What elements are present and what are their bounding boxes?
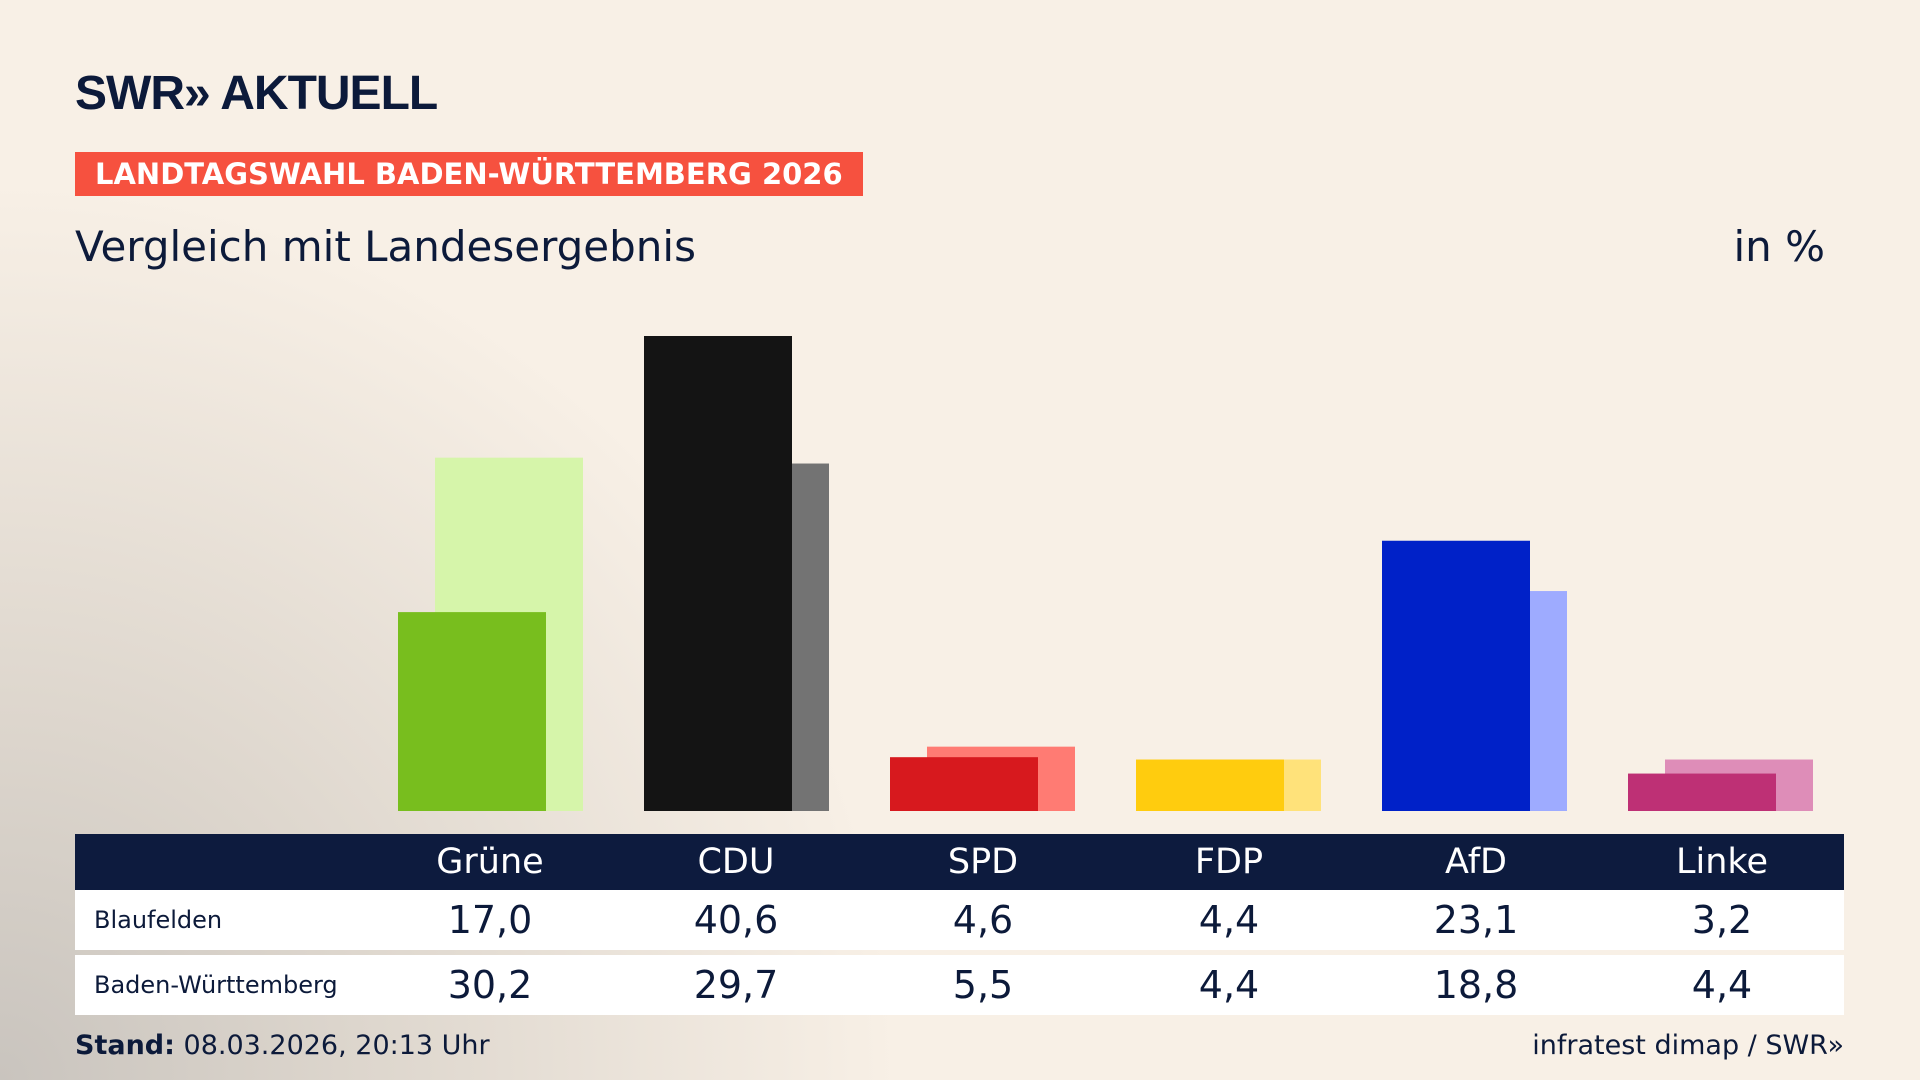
stand-value: 08.03.2026, 20:13 Uhr — [183, 1030, 490, 1061]
header-cdu: CDU — [697, 842, 775, 882]
unit-label: in % — [1733, 222, 1825, 271]
value-cell: 4,4 — [1198, 963, 1260, 1007]
table-header: Grüne CDU SPD FDP AfD Linke — [75, 834, 1844, 890]
value-cell: 29,7 — [693, 963, 779, 1007]
stand-label: Stand: — [75, 1030, 175, 1061]
header-afd: AfD — [1445, 842, 1507, 882]
header-linke: Linke — [1676, 842, 1768, 882]
value-cell: 3,2 — [1691, 898, 1753, 942]
bar-grüne-local — [398, 612, 546, 811]
value-cell: 18,8 — [1433, 963, 1519, 1007]
value-cell: 17,0 — [447, 898, 533, 942]
value-cell: 4,4 — [1198, 898, 1260, 942]
timestamp: Stand: 08.03.2026, 20:13 Uhr — [75, 1030, 490, 1061]
bar-spd-local — [890, 757, 1038, 811]
table-row: Blaufelden 17,0 40,6 4,6 4,4 23,1 3,2 — [75, 890, 1844, 950]
bar-cdu-local — [644, 336, 792, 811]
bar-linke-local — [1628, 773, 1776, 811]
table-row: Baden-Württemberg 30,2 29,7 5,5 4,4 18,8… — [75, 955, 1844, 1015]
election-tag: LANDTAGSWAHL BADEN-WÜRTTEMBERG 2026 — [75, 152, 863, 196]
source: infratest dimap / SWR» — [1532, 1030, 1844, 1061]
chart-subtitle: Vergleich mit Landesergebnis — [75, 222, 696, 271]
value-cell: 40,6 — [693, 898, 779, 942]
header-fdp: FDP — [1194, 842, 1264, 882]
value-cell: 5,5 — [952, 963, 1014, 1007]
row-label: Baden-Württemberg — [94, 971, 338, 999]
header-spd: SPD — [947, 842, 1019, 882]
value-cell: 4,4 — [1691, 963, 1753, 1007]
header-gruene: Grüne — [436, 842, 544, 882]
bar-afd-local — [1382, 540, 1530, 811]
row-label: Blaufelden — [94, 906, 223, 934]
swr-aktuell-logo: SWR» AKTUELL — [75, 67, 438, 120]
value-cell: 30,2 — [447, 963, 533, 1007]
value-cell: 23,1 — [1433, 898, 1519, 942]
bar-fdp-local — [1136, 759, 1284, 811]
value-cell: 4,6 — [952, 898, 1014, 942]
